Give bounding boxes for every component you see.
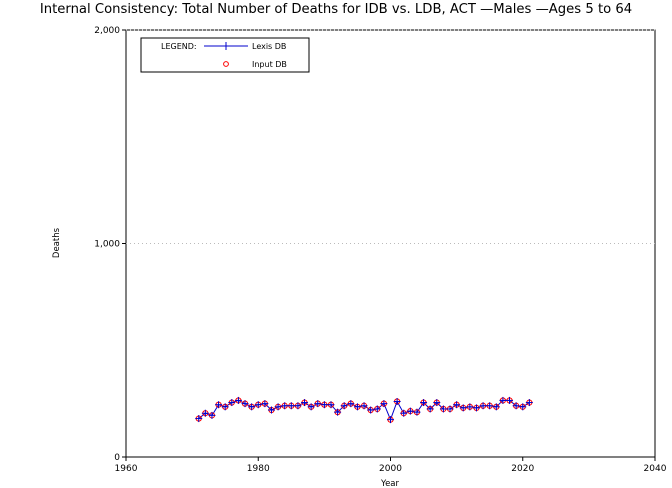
- lexis-db-point: [492, 403, 500, 411]
- lexis-db-point: [281, 402, 289, 410]
- lexis-db-point: [287, 402, 295, 410]
- y-tick-label: 1,000: [94, 240, 120, 250]
- lexis-db-point: [267, 406, 275, 414]
- lexis-db-point: [420, 399, 428, 407]
- lexis-db-point: [221, 403, 229, 411]
- lexis-db-point: [393, 397, 401, 405]
- lexis-db-point: [459, 404, 467, 412]
- lexis-db-point: [353, 403, 361, 411]
- lexis-db-point: [274, 403, 282, 411]
- legend-input-marker: [223, 61, 229, 67]
- lexis-db-point: [387, 416, 394, 424]
- lexis-db-point: [228, 399, 236, 407]
- lexis-db-point: [367, 406, 375, 414]
- lexis-db-point: [512, 402, 520, 410]
- lexis-db-point: [479, 402, 487, 410]
- lexis-db-point: [433, 399, 441, 407]
- lexis-db-point: [453, 401, 461, 409]
- lexis-db-point: [360, 402, 368, 410]
- lexis-db-point: [466, 403, 474, 411]
- lexis-db-point: [294, 402, 302, 410]
- series-layer: [195, 396, 533, 424]
- lexis-db-point: [215, 401, 223, 409]
- y-tick-label: 0: [114, 453, 120, 463]
- lexis-db-point: [301, 399, 309, 407]
- gridlines: [126, 29, 655, 244]
- axes: 0 1,000 2,000 1960 1980 2000 2020 2040: [94, 26, 666, 474]
- lexis-db-point: [307, 403, 315, 411]
- lexis-db-point: [426, 405, 434, 413]
- legend-entry-lexis: Lexis DB: [252, 42, 286, 51]
- lexis-db-point: [234, 396, 242, 404]
- x-tick-label: 1960: [115, 464, 138, 474]
- x-tick-label: 1980: [247, 464, 270, 474]
- legend-lexis-marker: [222, 42, 230, 50]
- lexis-db-point: [261, 400, 269, 408]
- lexis-db-point: [320, 401, 328, 409]
- lexis-db-point: [400, 409, 408, 417]
- x-tick-label: 2000: [379, 464, 402, 474]
- x-tick-label: 2040: [644, 464, 667, 474]
- lexis-db-point: [195, 415, 203, 423]
- lexis-db-point: [340, 402, 348, 410]
- lexis-db-point: [472, 404, 480, 412]
- x-axis-title: Year: [380, 479, 400, 488]
- lexis-db-point: [506, 396, 514, 404]
- lexis-db-point: [201, 409, 209, 417]
- lexis-db-point: [380, 400, 388, 408]
- y-tick-label: 2,000: [94, 26, 120, 36]
- lexis-db-point: [413, 408, 421, 416]
- y-axis-title: Deaths: [52, 227, 62, 258]
- legend-title: LEGEND:: [161, 42, 197, 51]
- legend-entry-input: Input DB: [252, 60, 287, 69]
- lexis-db-point: [406, 407, 414, 415]
- lexis-db-point: [446, 405, 454, 413]
- lexis-db-point: [314, 400, 322, 408]
- lexis-db-point: [254, 401, 262, 409]
- chart-title: Internal Consistency: Total Number of De…: [39, 2, 633, 17]
- lexis-db-point: [347, 400, 355, 408]
- lexis-db-point: [499, 396, 507, 404]
- lexis-db-point: [241, 400, 249, 408]
- lexis-db-point: [525, 399, 533, 407]
- lexis-db-point: [327, 401, 335, 409]
- lexis-db-point: [439, 405, 447, 413]
- x-tick-label: 2020: [511, 464, 534, 474]
- lexis-db-point: [373, 405, 381, 413]
- lexis-db-point: [334, 408, 342, 416]
- lexis-db-point: [486, 402, 494, 410]
- lexis-db-point: [248, 403, 256, 411]
- legend: LEGEND: Lexis DB Input DB: [140, 37, 310, 73]
- lexis-db-point: [519, 403, 527, 411]
- lexis-db-point: [208, 411, 216, 419]
